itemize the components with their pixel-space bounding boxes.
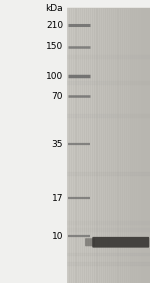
Bar <box>74 8 77 283</box>
FancyBboxPatch shape <box>92 237 149 248</box>
Bar <box>127 8 129 283</box>
Bar <box>129 8 131 283</box>
Text: 35: 35 <box>51 140 63 149</box>
Bar <box>108 8 110 283</box>
Bar <box>89 8 91 283</box>
Bar <box>133 8 135 283</box>
Bar <box>137 8 140 283</box>
Text: 17: 17 <box>51 194 63 203</box>
Bar <box>66 8 68 283</box>
Text: kDa: kDa <box>45 4 63 13</box>
Bar <box>85 8 87 283</box>
FancyBboxPatch shape <box>85 238 95 246</box>
Bar <box>104 8 106 283</box>
Bar <box>79 8 81 283</box>
Bar <box>144 8 146 283</box>
Bar <box>0 0 66 283</box>
Bar <box>72 8 74 283</box>
Bar <box>66 221 150 224</box>
Bar <box>66 55 150 58</box>
Bar <box>81 8 83 283</box>
Bar <box>87 8 89 283</box>
Text: 210: 210 <box>46 21 63 30</box>
Bar <box>95 8 98 283</box>
Text: 70: 70 <box>51 92 63 101</box>
Bar <box>83 8 85 283</box>
Bar <box>66 253 150 256</box>
Bar <box>66 114 150 117</box>
Bar <box>66 81 150 84</box>
Bar <box>148 8 150 283</box>
Bar <box>110 8 112 283</box>
Bar <box>98 8 100 283</box>
Bar <box>118 8 121 283</box>
Bar <box>112 8 114 283</box>
Text: 10: 10 <box>51 232 63 241</box>
Bar <box>146 8 148 283</box>
Bar <box>135 8 137 283</box>
Bar <box>66 8 150 283</box>
Bar <box>102 8 104 283</box>
Bar <box>66 228 150 231</box>
Text: 150: 150 <box>46 42 63 51</box>
Bar <box>142 8 144 283</box>
Bar <box>66 172 150 175</box>
Bar <box>114 8 116 283</box>
Bar <box>131 8 133 283</box>
Text: 100: 100 <box>46 72 63 81</box>
Bar <box>91 8 93 283</box>
Bar <box>140 8 142 283</box>
Bar <box>76 8 79 283</box>
Bar <box>100 8 102 283</box>
Bar <box>121 8 123 283</box>
Bar <box>123 8 125 283</box>
Bar <box>106 8 108 283</box>
Bar <box>93 8 95 283</box>
Bar <box>125 8 127 283</box>
Bar <box>70 8 72 283</box>
Bar <box>68 8 70 283</box>
Bar <box>116 8 119 283</box>
Bar <box>66 262 150 265</box>
